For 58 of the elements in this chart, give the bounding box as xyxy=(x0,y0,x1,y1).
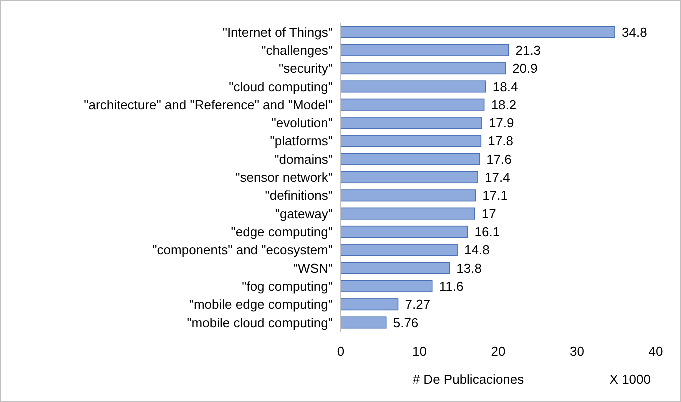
bar xyxy=(340,62,506,75)
bar xyxy=(340,171,478,184)
x-tick-label: 20 xyxy=(491,344,506,359)
data-label: 11.6 xyxy=(439,278,464,294)
y-tick-label: "evolution" xyxy=(272,116,334,131)
bar xyxy=(340,44,510,56)
bar xyxy=(340,244,458,256)
y-tick-label: "fog computing" xyxy=(242,278,334,294)
data-label: 17.8 xyxy=(488,134,514,149)
bar xyxy=(340,117,482,130)
x-tick-label: 10 xyxy=(412,344,427,359)
x-tick-label: 30 xyxy=(570,344,584,359)
bar xyxy=(340,80,486,93)
bar xyxy=(340,226,468,238)
y-tick-label: "mobile edge computing" xyxy=(189,297,334,312)
y-tick-label: "edge computing" xyxy=(231,224,334,240)
y-tick-label: "cloud computing" xyxy=(229,79,334,94)
y-tick-label: "WSN" xyxy=(293,260,334,276)
y-tick-label: "architecture" and "Reference" and "Model" xyxy=(84,97,334,112)
y-tick-label: "sensor network" xyxy=(236,170,334,186)
bar xyxy=(340,298,399,311)
bar xyxy=(340,208,476,220)
y-tick-label: "platforms" xyxy=(270,134,334,149)
data-label: 16.1 xyxy=(474,224,500,240)
data-label: 17.9 xyxy=(488,116,514,131)
text: X 1000 xyxy=(610,372,651,387)
data-label: 17.4 xyxy=(485,170,510,186)
bar xyxy=(340,26,616,38)
data-label: 7.27 xyxy=(405,297,431,312)
bar xyxy=(340,262,450,274)
data-label: 17.6 xyxy=(486,152,512,167)
y-tick-label: "Internet of Things" xyxy=(222,24,334,40)
x-tick-label: 0 xyxy=(337,344,345,359)
data-label: 34.8 xyxy=(622,24,648,40)
data-label: 18.4 xyxy=(492,79,518,94)
data-label: 21.3 xyxy=(516,42,542,58)
data-label: 18.2 xyxy=(491,97,517,112)
y-tick-label: "challenges" xyxy=(262,42,334,58)
bar xyxy=(340,190,476,202)
y-tick-label: "gateway" xyxy=(275,206,334,222)
data-label: 5.76 xyxy=(393,315,419,330)
y-tick-label: "security" xyxy=(278,61,334,76)
data-label: 17.1 xyxy=(482,188,508,204)
bar xyxy=(340,316,387,329)
data-label: 13.8 xyxy=(456,260,482,276)
x-tick-label: 40 xyxy=(648,344,664,359)
bar xyxy=(340,280,433,292)
data-label: 14.8 xyxy=(464,242,490,258)
x-axis-title: # De Publicaciones xyxy=(412,372,525,387)
data-label: 20.9 xyxy=(512,61,538,76)
y-tick-label: "definitions" xyxy=(265,188,334,204)
bar xyxy=(340,98,485,111)
bar xyxy=(340,153,480,166)
data-label: 17 xyxy=(482,206,496,222)
y-tick-label: "mobile cloud computing" xyxy=(187,315,334,330)
y-tick-label: "components" and "ecosystem" xyxy=(152,242,334,258)
y-tick-label: "domains" xyxy=(274,152,334,167)
bar xyxy=(340,135,482,148)
